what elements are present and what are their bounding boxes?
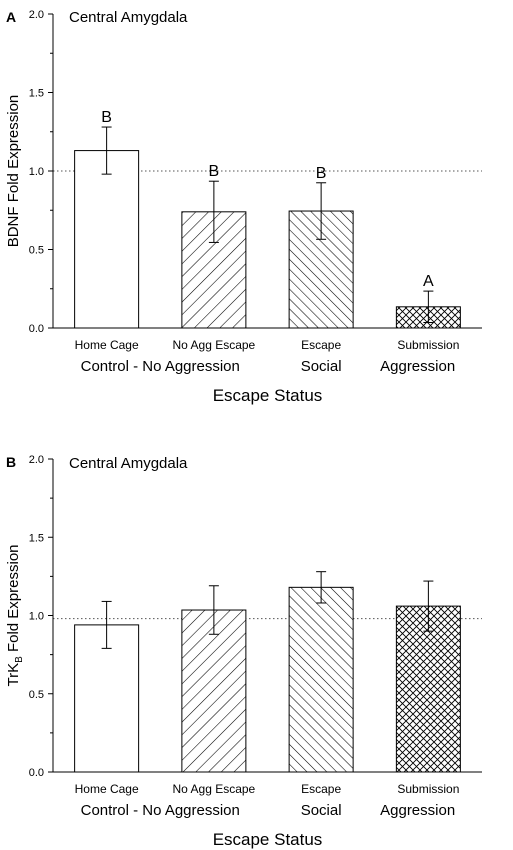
significance-letter: B — [316, 165, 327, 182]
y-tick-label: 2.0 — [29, 454, 44, 466]
x-tick-label: No Agg Escape — [173, 782, 256, 796]
group-label: Control - No Aggression — [81, 358, 240, 375]
x-tick-label: No Agg Escape — [173, 338, 256, 352]
bar — [74, 150, 140, 329]
group-label: Social — [301, 802, 342, 819]
panel-label: B — [6, 454, 16, 470]
x-tick-label: Escape — [301, 338, 341, 352]
group-label: Aggression — [380, 802, 455, 819]
y-axis-label-tail: Fold Expression — [5, 545, 22, 657]
chart-title: Central Amygdala — [69, 455, 188, 472]
chart-title: Central Amygdala — [69, 9, 188, 26]
y-tick-label: 1.0 — [29, 611, 44, 623]
y-tick-label: 0.5 — [29, 245, 44, 257]
significance-letter: A — [423, 273, 434, 290]
group-label: Social — [301, 358, 342, 375]
x-tick-label: Submission — [397, 338, 459, 352]
x-tick-label: Escape — [301, 782, 341, 796]
bar — [288, 586, 354, 773]
y-axis-label-main: BDNF Fold Expression — [5, 95, 22, 248]
panel-a: A Central Amygdala 0.0 0.5 1.0 1.5 2.0 BDNF Fol… — [5, 9, 482, 405]
x-tick-label: Home Cage — [75, 338, 139, 352]
y-axis-label: TrKB Fold Expression — [5, 545, 25, 687]
group-label: Control - No Aggression — [81, 802, 240, 819]
y-axis-label: BDNF Fold Expression — [5, 95, 22, 248]
x-tick-label: Submission — [397, 782, 459, 796]
y-tick-label: 1.5 — [29, 532, 44, 544]
y-tick-label: 0.0 — [29, 767, 44, 779]
y-tick-label: 0.0 — [29, 323, 44, 335]
significance-letter: B — [209, 163, 220, 180]
x-tick-label: Home Cage — [75, 782, 139, 796]
x-axis-label: Escape Status — [213, 386, 323, 405]
y-axis-label-subscript: B — [14, 656, 25, 663]
group-label: Aggression — [380, 358, 455, 375]
significance-letter: B — [101, 109, 112, 126]
panel-label: A — [6, 9, 16, 25]
y-tick-label: 1.0 — [29, 166, 44, 178]
y-tick-label: 0.5 — [29, 689, 44, 701]
y-tick-label: 1.5 — [29, 88, 44, 100]
bar — [181, 609, 247, 773]
y-tick-label: 2.0 — [29, 9, 44, 21]
x-axis-label: Escape Status — [213, 830, 323, 849]
y-axis-label-main: TrK — [5, 663, 22, 687]
